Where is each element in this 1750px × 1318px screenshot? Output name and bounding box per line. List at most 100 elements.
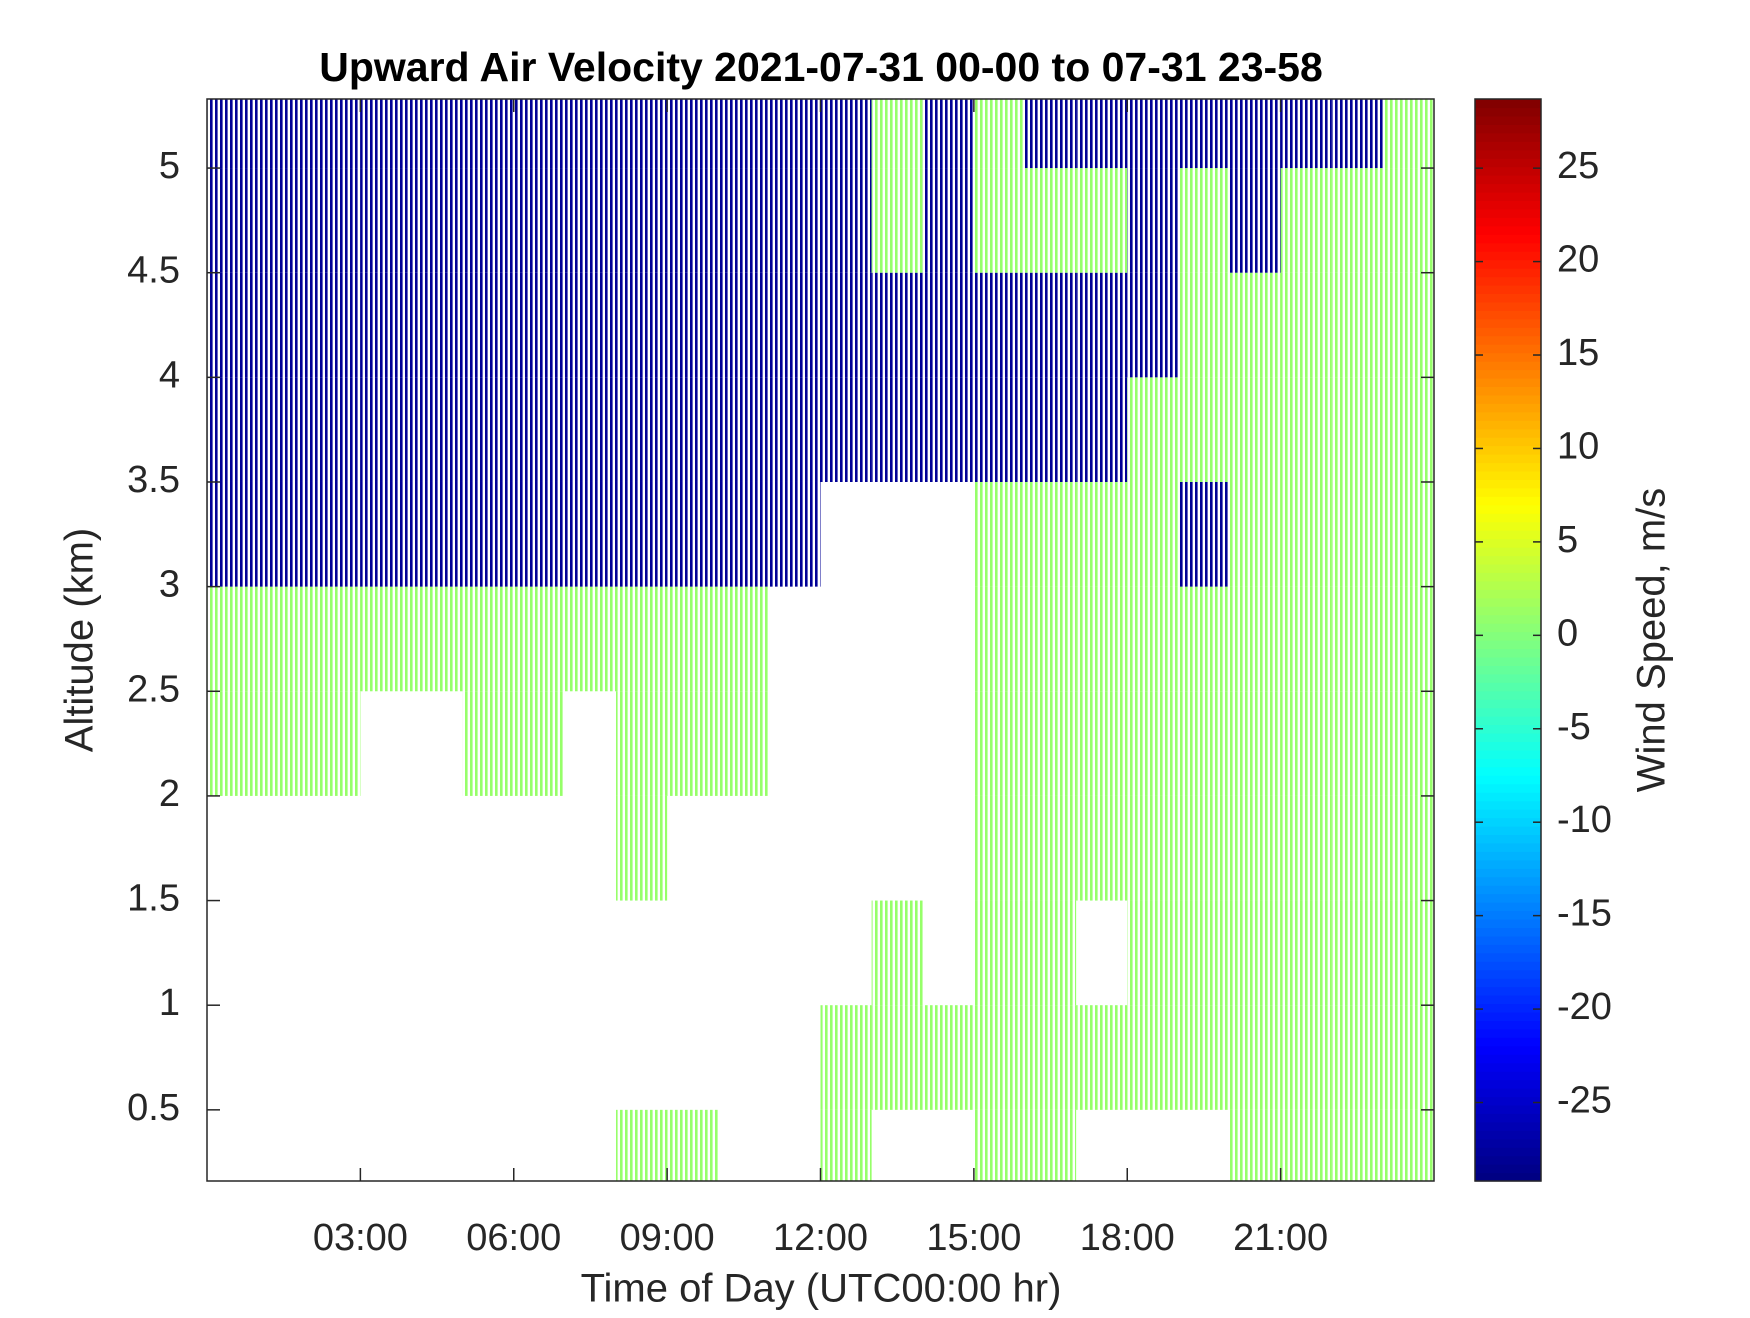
- colorbar-swatch: [1475, 1138, 1541, 1148]
- heat-cell: [1025, 377, 1077, 482]
- heat-cell: [258, 481, 310, 587]
- heat-cell: [1127, 377, 1179, 482]
- colorbar-swatch: [1475, 183, 1541, 193]
- y-tick-label: 2: [159, 773, 180, 815]
- y-tick-label: 5: [159, 145, 180, 187]
- colorbar-swatch: [1475, 580, 1541, 590]
- colorbar-swatch: [1475, 631, 1541, 641]
- colorbar-swatch: [1475, 927, 1541, 937]
- heat-cell: [1076, 377, 1128, 482]
- heat-cell: [513, 586, 565, 692]
- colorbar-swatch: [1475, 200, 1541, 210]
- heat-cell: [564, 99, 616, 169]
- colorbar-swatch: [1475, 842, 1541, 852]
- colorbar-swatch: [1475, 1104, 1541, 1114]
- heat-cell: [1280, 900, 1332, 1006]
- heat-cell: [667, 99, 719, 169]
- heat-cell: [871, 377, 923, 482]
- heat-cell: [820, 377, 872, 482]
- colorbar-swatch: [1475, 538, 1541, 548]
- heat-cell: [258, 99, 310, 169]
- colorbar-swatch: [1475, 327, 1541, 337]
- heat-cell: [820, 99, 872, 169]
- heat-cell: [1280, 691, 1332, 796]
- colorbar-swatch: [1475, 504, 1541, 514]
- colorbar-swatch: [1475, 555, 1541, 565]
- colorbar-swatch: [1475, 1121, 1541, 1131]
- colorbar-swatch: [1475, 394, 1541, 404]
- colorbar-swatch: [1475, 851, 1541, 861]
- colorbar-swatch: [1475, 479, 1541, 489]
- heat-cell: [564, 272, 616, 378]
- heat-cell: [718, 586, 770, 692]
- colorbar-swatch: [1475, 521, 1541, 531]
- colorbar-swatch: [1475, 225, 1541, 235]
- colorbar-swatch: [1475, 175, 1541, 185]
- heat-cell: [667, 377, 719, 482]
- heat-cell: [207, 481, 259, 587]
- heat-cell: [1127, 1005, 1179, 1110]
- heat-cell: [820, 168, 872, 273]
- colorbar-swatch: [1475, 944, 1541, 954]
- heat-cell: [411, 586, 463, 692]
- colorbar-swatch: [1475, 809, 1541, 819]
- colorbar-swatch: [1475, 1088, 1541, 1098]
- colorbar-swatch: [1475, 1037, 1541, 1047]
- heat-cell: [360, 99, 412, 169]
- colorbar-swatch: [1475, 825, 1541, 836]
- colorbar-swatch: [1475, 437, 1541, 447]
- heat-cell: [513, 377, 565, 482]
- heat-cell: [309, 272, 361, 378]
- colorbar-swatch: [1475, 597, 1541, 607]
- heat-cell: [718, 691, 770, 796]
- heat-cell: [411, 272, 463, 378]
- heat-cell: [667, 272, 719, 378]
- colorbar-label: Wind Speed, m/s: [1630, 488, 1674, 793]
- heat-cell: [1178, 795, 1230, 901]
- heat-cell: [1127, 272, 1179, 378]
- heat-cell: [1025, 691, 1077, 796]
- heat-cell: [1280, 377, 1332, 482]
- heat-cell: [769, 272, 821, 378]
- heat-cell: [258, 377, 310, 482]
- heat-cell: [1178, 481, 1230, 587]
- colorbar-swatch: [1475, 310, 1541, 320]
- colorbar-swatch: [1475, 1113, 1541, 1123]
- heat-cell: [871, 272, 923, 378]
- heat-cell: [718, 272, 770, 378]
- colorbar-swatch: [1475, 732, 1541, 743]
- heat-cell: [922, 1005, 974, 1110]
- heat-cell: [922, 377, 974, 482]
- colorbar-swatch: [1475, 1020, 1541, 1030]
- heat-cell: [922, 272, 974, 378]
- colorbar-swatch: [1475, 1079, 1541, 1089]
- heat-cell: [973, 795, 1025, 901]
- colorbar-swatch: [1475, 995, 1541, 1005]
- heat-cell: [667, 168, 719, 273]
- colorbar-swatch: [1475, 606, 1541, 616]
- heat-cell: [667, 586, 719, 692]
- colorbar-swatch: [1475, 741, 1541, 751]
- colorbar-tick-label: -10: [1557, 799, 1612, 841]
- heat-cell: [1229, 1005, 1281, 1110]
- colorbar-swatch: [1475, 817, 1541, 827]
- heat-cell: [564, 586, 616, 692]
- heat-cell: [411, 168, 463, 273]
- heat-cell: [462, 168, 514, 273]
- colorbar-swatch: [1475, 699, 1541, 709]
- heat-cell: [1331, 377, 1383, 482]
- heat-cell: [513, 691, 565, 796]
- heat-cell: [1280, 272, 1332, 378]
- heat-cell: [258, 586, 310, 692]
- colorbar-tick-label: -15: [1557, 893, 1612, 935]
- heat-cell: [309, 99, 361, 169]
- heat-cell: [922, 168, 974, 273]
- y-tick-label: 2.5: [127, 668, 180, 710]
- heat-cell: [616, 168, 668, 273]
- heat-cell: [1025, 99, 1077, 169]
- colorbar-swatch: [1475, 547, 1541, 557]
- heat-cell: [1280, 1005, 1332, 1110]
- colorbar-swatch: [1475, 149, 1541, 159]
- chart-title: Upward Air Velocity 2021-07-31 00-00 to …: [319, 44, 1323, 90]
